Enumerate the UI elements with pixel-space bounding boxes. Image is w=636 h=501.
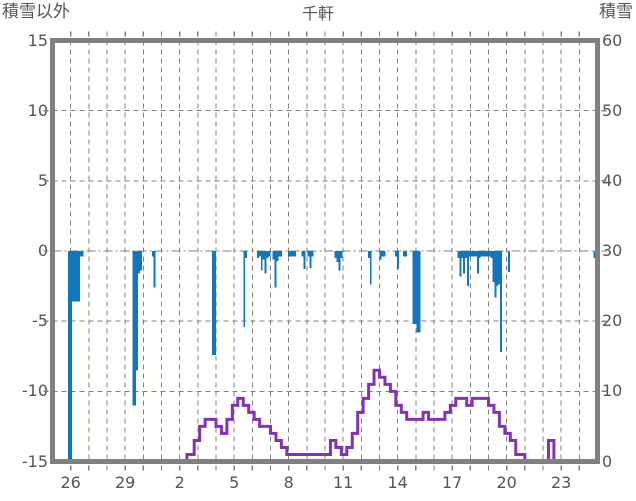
y-axis-tick-right: 40 bbox=[602, 170, 623, 190]
x-axis-tick: 29 bbox=[114, 472, 136, 492]
y-axis-tick-right: 10 bbox=[602, 381, 623, 401]
x-axis-tick: 26 bbox=[60, 472, 81, 492]
x-axis-tick: 23 bbox=[550, 472, 572, 492]
x-axis-tick: 20 bbox=[496, 472, 517, 492]
y-axis-tick-left: -5 bbox=[32, 311, 48, 331]
right-axis-title: 積雪 bbox=[599, 2, 633, 22]
y-axis-tick-left: 0 bbox=[37, 241, 48, 260]
y-axis-tick-left: 15 bbox=[27, 30, 48, 50]
y-axis-tick-left: -10 bbox=[21, 381, 48, 401]
y-axis-tick-left: -15 bbox=[21, 451, 48, 471]
precipitation-bars bbox=[68, 251, 598, 462]
x-axis-tick: 11 bbox=[332, 472, 354, 492]
x-axis-tick: 8 bbox=[283, 472, 294, 492]
y-axis-tick-right: 20 bbox=[602, 311, 623, 331]
y-axis-tick-right: 0 bbox=[602, 451, 613, 471]
snow-depth-line bbox=[52, 368, 598, 463]
page-title: 千軒 bbox=[301, 4, 334, 23]
y-axis-tick-right: 60 bbox=[602, 30, 623, 50]
plot-frame bbox=[43, 31, 607, 471]
y-axis-tick-left: 5 bbox=[37, 170, 48, 190]
x-axis-tick: 5 bbox=[229, 472, 240, 492]
left-axis-title: 積雪以外 bbox=[2, 2, 70, 22]
x-axis-tick: 2 bbox=[174, 472, 185, 492]
y-axis-tick-right: 30 bbox=[602, 241, 623, 260]
y-axis-tick-left: 10 bbox=[27, 100, 48, 120]
y-axis-tick-right: 50 bbox=[602, 100, 623, 120]
x-axis-tick: 17 bbox=[441, 472, 463, 492]
x-axis-tick: 14 bbox=[387, 472, 408, 492]
